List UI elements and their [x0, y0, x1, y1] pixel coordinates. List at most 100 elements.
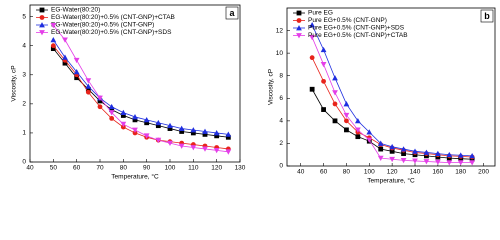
marker — [85, 89, 91, 95]
marker — [155, 119, 162, 126]
marker — [155, 123, 161, 129]
marker — [109, 115, 115, 121]
marker — [309, 86, 315, 92]
y-tick-label: 1 — [22, 130, 26, 137]
series-line — [53, 48, 229, 138]
y-tick-label: 4 — [22, 42, 26, 49]
marker — [39, 15, 45, 20]
plot-frame — [286, 7, 496, 167]
y-tick-label: 4 — [279, 118, 283, 125]
x-tick-label: 50 — [50, 165, 58, 172]
marker — [309, 55, 315, 61]
marker — [50, 43, 56, 49]
marker — [167, 140, 173, 146]
marker — [354, 117, 361, 124]
marker — [225, 149, 232, 155]
figure: 40 50 60 70 80 90 100 110 120 130012345Temperatur… — [11, 4, 496, 185]
legend-label: EG-Water(80:20)+0.5% (CNT-GNP)+CTAB — [51, 14, 175, 21]
marker — [446, 160, 453, 166]
marker — [85, 86, 91, 92]
marker — [332, 90, 338, 96]
marker — [412, 158, 418, 164]
marker — [309, 34, 316, 41]
legend-label: Pure EG — [308, 10, 333, 17]
x-tick-label: 160 — [432, 169, 443, 176]
panel-label-box — [225, 6, 239, 20]
x-axis-label: Temperature, °C — [367, 177, 415, 185]
x-tick-label: 40 — [26, 165, 34, 172]
marker — [97, 104, 103, 110]
x-tick-label: 120 — [387, 169, 398, 176]
marker — [401, 151, 406, 156]
marker — [366, 129, 373, 135]
panel-label: b — [484, 11, 490, 21]
marker — [389, 143, 396, 150]
marker — [377, 140, 384, 146]
marker — [73, 57, 80, 64]
series-line — [53, 39, 229, 135]
marker — [39, 30, 45, 36]
marker — [108, 103, 115, 110]
marker — [62, 37, 68, 43]
series-line — [53, 45, 229, 150]
marker — [39, 7, 45, 13]
marker — [202, 131, 208, 137]
marker — [62, 54, 68, 60]
marker — [321, 78, 326, 84]
marker — [178, 143, 185, 149]
marker — [423, 149, 430, 155]
marker — [469, 160, 476, 166]
marker — [321, 107, 326, 112]
marker — [120, 109, 127, 115]
marker — [85, 83, 92, 89]
marker — [457, 152, 464, 158]
marker — [225, 134, 231, 140]
y-axis-label: Viscosity, cP — [268, 69, 275, 105]
marker — [202, 146, 208, 152]
marker — [132, 114, 138, 120]
series-line — [311, 37, 473, 164]
marker — [213, 130, 220, 136]
marker — [343, 101, 350, 107]
marker — [85, 78, 92, 84]
legend-label: EG-Water(80:20)+0.5% (CNT-GNP) — [51, 22, 154, 29]
marker — [167, 126, 173, 131]
marker — [62, 60, 68, 66]
x-tick-label: 200 — [478, 169, 489, 176]
y-tick-label: 8 — [279, 72, 283, 79]
x-tick-label: 80 — [343, 169, 351, 176]
marker — [202, 128, 208, 134]
marker — [344, 127, 349, 133]
x-tick-label: 140 — [410, 169, 421, 176]
marker — [343, 112, 350, 119]
y-tick-label: 6 — [279, 95, 283, 102]
marker — [50, 37, 57, 43]
marker — [332, 75, 338, 81]
marker — [296, 25, 302, 31]
marker — [97, 95, 103, 101]
marker — [296, 18, 302, 23]
marker — [332, 101, 338, 107]
x-tick-label: 60 — [73, 165, 81, 172]
y-tick-label: 12 — [276, 27, 284, 34]
marker — [108, 110, 115, 116]
marker — [144, 120, 150, 126]
x-tick-label: 80 — [120, 165, 128, 172]
marker — [167, 122, 173, 129]
marker — [309, 22, 316, 28]
marker — [132, 130, 138, 136]
plot-frame — [29, 4, 241, 163]
y-axis-label: Viscosity, cP — [11, 65, 18, 101]
marker — [179, 129, 185, 134]
panel-label-box — [480, 9, 494, 23]
x-tick-label: 180 — [455, 169, 466, 176]
y-tick-label: 2 — [279, 140, 283, 147]
x-tick-label: 90 — [143, 165, 151, 172]
marker — [50, 22, 57, 29]
y-tick-label: 3 — [22, 71, 26, 78]
x-axis-label: Temperature, °C — [111, 173, 159, 181]
marker — [389, 148, 395, 154]
x-tick-label: 100 — [364, 169, 375, 176]
marker — [109, 107, 115, 113]
marker — [225, 131, 232, 137]
